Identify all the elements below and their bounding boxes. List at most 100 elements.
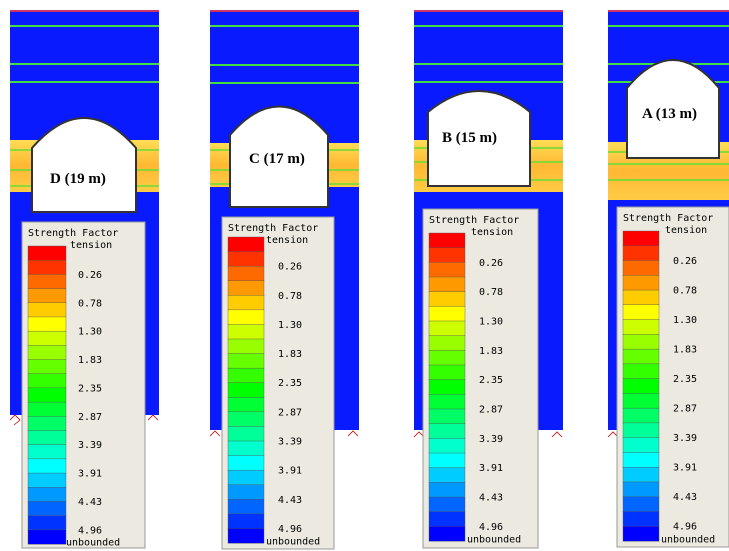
legend-swatch — [227, 280, 265, 296]
legend-swatch — [227, 309, 265, 325]
legend-swatch — [622, 260, 660, 276]
legend-swatch — [622, 230, 660, 247]
tunnel-opening — [229, 105, 329, 208]
boundary-marker — [209, 430, 221, 437]
legend-tick-label: 4.96 — [673, 522, 697, 533]
legend-tick-label: 3.39 — [479, 434, 503, 445]
legend-swatch — [428, 335, 466, 351]
legend-tick-label: 0.26 — [673, 256, 697, 267]
legend-swatch — [27, 416, 67, 431]
legend-tick-label: 2.35 — [78, 383, 102, 394]
tunnel-label: B (15 m) — [442, 130, 497, 146]
legend-tick-label: 0.26 — [78, 270, 102, 281]
legend-tick-label: 2.87 — [278, 407, 302, 418]
tunnel-opening — [31, 117, 137, 213]
legend-swatch — [227, 411, 265, 427]
legend-swatch — [27, 458, 67, 474]
legend-swatch — [27, 487, 67, 502]
legend-swatch — [428, 482, 466, 498]
legend-ticks: 0.26 0.78 1.30 1.83 2.35 2.87 3.39 3.91 4.43 4.96… — [467, 258, 521, 546]
legend-swatch — [227, 426, 265, 442]
legend-swatches — [227, 236, 265, 544]
legend: Strength Factor tension 0.26 0.78 1.30 1.83… — [422, 208, 539, 549]
legend-swatch — [622, 511, 660, 527]
legend-swatch — [227, 440, 265, 457]
legend-swatch — [428, 232, 466, 249]
legend-tick-label: 4.43 — [673, 492, 697, 503]
legend: Strength Factor tension 0.26 0.78 1.30 1.83… — [221, 216, 335, 550]
legend-tick-label: 0.78 — [278, 291, 302, 302]
legend-tick-label: 2.87 — [78, 412, 102, 423]
legend-swatch — [428, 350, 466, 366]
tunnel-opening — [626, 59, 720, 159]
legend-title: Strength Factor — [623, 213, 713, 224]
legend-swatch — [27, 274, 67, 290]
legend-swatch — [227, 295, 265, 311]
legend-tick-label: 4.43 — [78, 497, 102, 508]
legend-swatch — [428, 394, 466, 410]
legend-swatch — [622, 289, 660, 306]
legend-tick-label: 1.30 — [278, 320, 302, 331]
legend-swatch — [227, 338, 265, 355]
legend-swatch — [428, 526, 466, 542]
legend-swatch — [27, 288, 67, 304]
legend-swatch — [428, 306, 466, 322]
legend-tick-label: 3.39 — [673, 433, 697, 444]
tunnel-label: A (13 m) — [642, 106, 697, 122]
legend-swatch — [428, 379, 466, 395]
legend-tick-label: 4.43 — [278, 495, 302, 506]
legend-tick-label: 4.96 — [479, 522, 503, 533]
legend-swatch — [27, 529, 67, 545]
legend-tick-label: 3.91 — [278, 466, 302, 477]
legend-tick-label: unbounded — [467, 535, 521, 546]
legend-swatch — [622, 437, 660, 453]
legend-swatch — [227, 265, 265, 282]
legend-swatch — [227, 528, 265, 544]
legend-tick-label: 1.83 — [78, 355, 102, 366]
legend-swatches — [622, 230, 660, 542]
legend-tick-label: 2.35 — [278, 378, 302, 389]
legend-swatch — [227, 251, 265, 267]
legend-title: Strength Factor — [228, 223, 318, 234]
legend-swatch — [27, 401, 67, 417]
legend-tick-label: 3.39 — [278, 437, 302, 448]
panel-b: B (15 m) Strength Factor tension 0.26 0.7… — [413, 10, 563, 549]
legend-swatch — [27, 302, 67, 318]
legend-subtitle: tension — [70, 240, 112, 251]
legend-tick-label: 2.35 — [673, 374, 697, 385]
legend-tick-label: 0.26 — [479, 258, 503, 269]
legend-ticks: 0.26 0.78 1.30 1.83 2.35 2.87 3.39 3.91 4.43 4.96… — [266, 262, 320, 548]
legend-swatch — [27, 430, 67, 446]
legend-tick-label: 4.96 — [278, 524, 302, 535]
legend-tick-label: 1.30 — [78, 327, 102, 338]
boundary-marker — [147, 414, 159, 421]
legend-tick-label: 2.87 — [479, 405, 503, 416]
boundary-marker — [413, 431, 425, 438]
legend-swatch — [227, 469, 265, 486]
legend-tick-label: 4.43 — [479, 493, 503, 504]
legend: Strength Factor tension 0.26 0.78 1.30 1.83… — [21, 221, 146, 549]
panel-c: C (17 m) Strength Factor tension 0.26 0.7… — [209, 10, 359, 550]
legend-swatch — [227, 484, 265, 500]
legend-tick-label: 1.30 — [673, 315, 697, 326]
boundary-marker — [347, 430, 359, 437]
legend-swatch — [27, 316, 67, 332]
legend-tick-label: 1.83 — [278, 349, 302, 360]
legend-swatch — [227, 382, 265, 398]
panel-a: A (13 m) Strength Factor tension 0.26 0.7… — [607, 10, 729, 548]
legend-swatch — [27, 373, 67, 389]
legend-swatch — [622, 319, 660, 335]
legend-tick-label: unbounded — [266, 537, 320, 548]
legend-tick-label: unbounded — [66, 538, 120, 549]
legend-swatch — [622, 378, 660, 394]
legend-swatches — [428, 232, 466, 542]
legend-swatch — [428, 496, 466, 513]
legend: Strength Factor tension 0.26 0.78 1.30 1.83… — [616, 206, 729, 548]
legend-swatch — [428, 262, 466, 278]
legend-swatch — [27, 387, 67, 403]
legend-title: Strength Factor — [28, 228, 118, 239]
legend-swatch — [428, 438, 466, 454]
legend-tick-label: unbounded — [661, 535, 715, 546]
legend-subtitle: tension — [471, 227, 513, 238]
